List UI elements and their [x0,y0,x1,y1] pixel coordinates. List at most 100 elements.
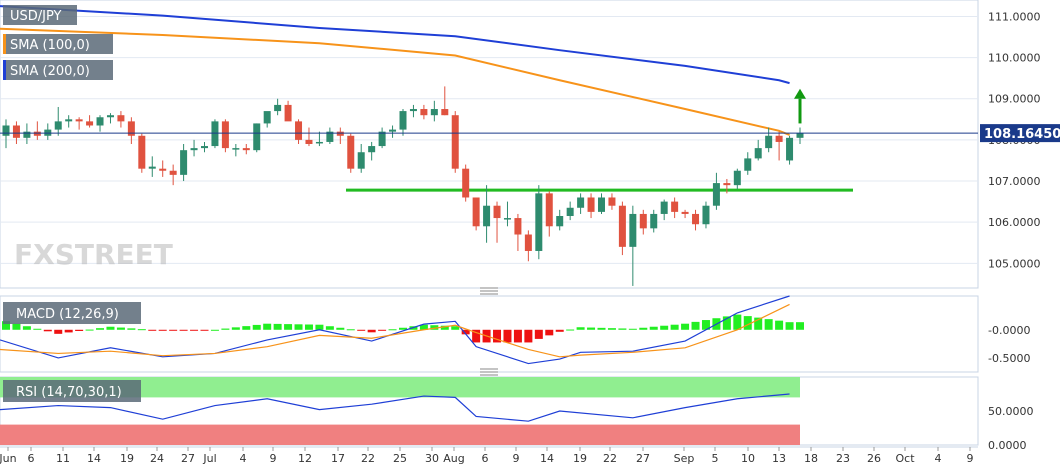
candle-body [117,115,125,122]
macd-bar [284,324,293,330]
x-tick-label: 6 [28,452,35,465]
macd-bar [357,329,366,331]
x-tick-label: 9 [270,452,277,465]
macd-bar [315,324,324,330]
candle-body [712,183,720,206]
x-tick-label: 14 [87,452,101,465]
macd-bar [33,328,42,330]
candle-body [221,121,229,149]
candle-body [451,115,459,169]
candle-body [608,197,616,206]
candle-body [127,121,135,136]
x-tick-label: 4 [240,452,247,465]
candle-body [566,207,574,216]
macd-bar [430,325,439,330]
macd-bar [263,323,272,330]
macd-bar [691,321,700,330]
x-tick-label: 22 [603,452,617,465]
candle-body [733,170,741,186]
candle-body [545,193,553,227]
rsi-oversold-zone [0,424,800,445]
candle-body [514,218,522,235]
macd-bar [75,329,84,331]
candle-body [587,197,595,212]
candle-body [75,119,83,122]
main-panel [0,0,979,289]
candle-body [54,121,62,130]
y-tick-label: 105.0000 [988,257,1041,270]
macd-bar [158,329,167,331]
candle-body [692,213,700,225]
candle-body [368,146,376,153]
x-tick-label: 19 [120,452,134,465]
x-tick-label: Sep [674,452,695,465]
candle-body [263,111,271,124]
macd-bar [764,319,773,330]
candle-body [23,131,31,138]
x-tick-label: 25 [393,452,407,465]
x-tick-label: 9 [967,452,974,465]
x-tick-label: 22 [361,452,375,465]
x-tick-label: 27 [636,452,650,465]
candle-body [483,205,491,227]
legend-label: SMA (100,0) [10,38,90,53]
x-tick-label: 27 [181,452,195,465]
macd-bar [54,329,63,334]
macd-bar [534,329,543,339]
macd-bar [12,323,21,330]
legend-swatch [3,34,6,54]
candle-body [274,104,282,112]
macd-bar [221,328,230,330]
macd-bar [148,329,157,331]
candle-body [378,131,386,147]
candle-body [190,148,198,151]
macd-bar [106,326,115,330]
macd-line-1 [0,303,790,358]
rsi-overbought-zone [0,377,800,398]
candle-body [577,197,585,208]
candle-body [347,135,355,169]
candle-body [639,213,647,229]
candle-body [12,125,20,138]
macd-bar [796,322,804,330]
macd-bar [378,329,387,331]
macd-bar [85,329,94,331]
candle-body [65,119,73,122]
macd-bar [670,324,679,330]
last-price-label: 108.16450 [984,127,1061,142]
macd-bar [566,329,575,331]
candle-body [524,234,532,251]
candle-body [33,131,41,136]
macd-bar [242,326,251,330]
sma-line-1 [0,5,790,85]
x-tick-label: Jul [202,452,216,465]
macd-bar [754,317,763,330]
macd-bar [618,328,627,330]
legend-label: SMA (200,0) [10,64,90,79]
x-tick-label: 6 [482,452,489,465]
macd-bar [273,323,282,330]
candle-body [535,193,543,251]
candle-body [556,216,564,227]
candle-body [96,117,104,126]
rsi-line [0,393,790,422]
macd-bar [252,324,261,330]
macd-bar [127,328,136,330]
candle-body [389,129,397,132]
macd-bar [607,328,616,330]
watermark-logo: FXSTREET [14,238,173,271]
candle-body [723,183,731,186]
macd-bar [2,321,10,330]
candle-body [232,148,240,150]
candle-body [671,201,679,212]
up-arrow-icon [794,88,806,99]
macd-bar [503,329,512,343]
candle-body [493,205,501,219]
macd-bar [545,329,554,336]
candle-body [357,152,365,169]
candle-body [284,104,292,122]
macd-bar [513,329,522,343]
macd-histogram [2,314,804,343]
